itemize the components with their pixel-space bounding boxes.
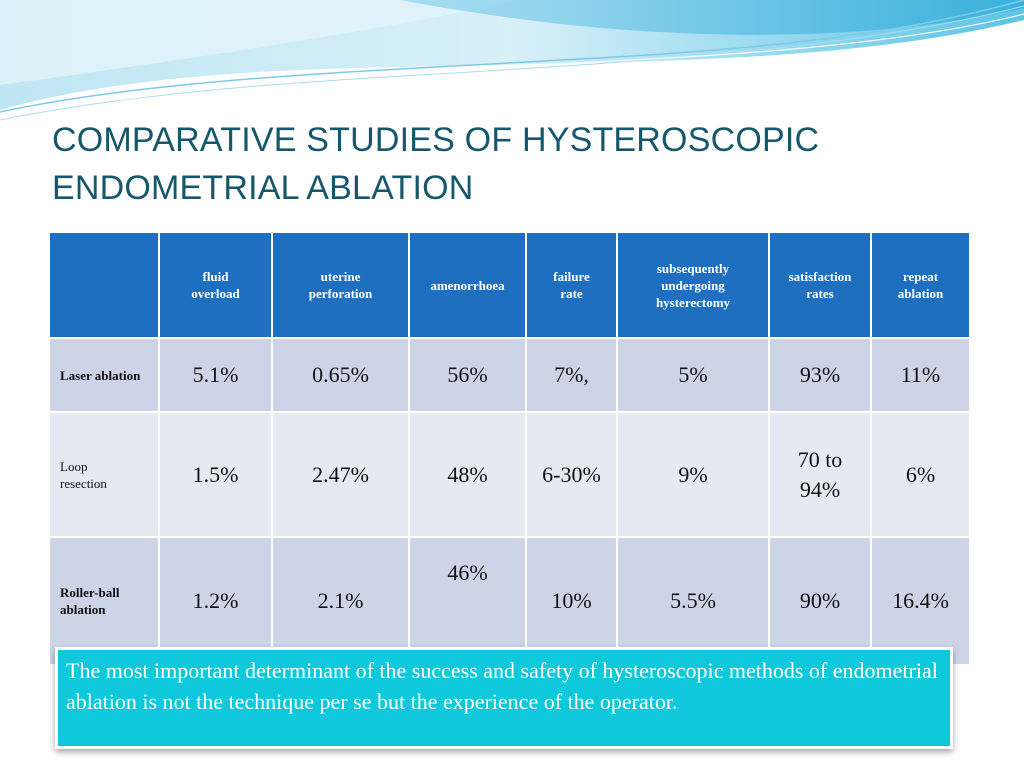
table-header-cell: amenorrhoea [408, 231, 527, 339]
table-cell: 5.5% [616, 536, 770, 666]
slide-title: COMPARATIVE STUDIES OF HYSTEROSCOPIC END… [52, 116, 952, 212]
table-cell: 6-30% [525, 411, 618, 538]
header-wave-decoration [0, 0, 1024, 121]
table-cell: 9% [616, 411, 770, 538]
table-row: Loop resection 1.5% 2.47% 48% 6-30% 9% 7… [48, 411, 971, 538]
table-cell: 93% [768, 337, 872, 413]
table-cell: 48% [408, 411, 527, 538]
table-cell: 10% [525, 536, 618, 666]
table-cell: 7%, [525, 337, 618, 413]
row-label: Laser ablation [48, 337, 160, 413]
table-header-cell: repeat ablation [870, 231, 971, 339]
table-cell: 56% [408, 337, 527, 413]
table-cell: 70 to 94% [768, 411, 872, 538]
conclusion-callout: The most important determinant of the su… [58, 650, 950, 746]
table-cell: 46% [408, 536, 527, 666]
table-header-row: fluid overload uterine perforation ameno… [48, 231, 971, 339]
table-cell: 6% [870, 411, 971, 538]
table-header-cell: failure rate [525, 231, 618, 339]
table-cell: 11% [870, 337, 971, 413]
table-cell: 0.65% [271, 337, 410, 413]
title-line-2: ENDOMETRIAL ABLATION [52, 169, 474, 207]
table-cell: 2.1% [271, 536, 410, 666]
table-cell: 2.47% [271, 411, 410, 538]
table-cell: 5% [616, 337, 770, 413]
table-row: Roller-ball ablation 1.2% 2.1% 46% 10% 5… [48, 536, 971, 666]
table-header-cell: subsequently undergoing hysterectomy [616, 231, 770, 339]
row-label: Loop resection [48, 411, 160, 538]
title-line-1: COMPARATIVE STUDIES OF HYSTEROSCOPIC [52, 121, 820, 159]
table-header-cell: uterine perforation [271, 231, 410, 339]
table-row: Laser ablation 5.1% 0.65% 56% 7%, 5% 93%… [48, 337, 971, 413]
table-cell: 16.4% [870, 536, 971, 666]
comparison-table: fluid overload uterine perforation ameno… [48, 231, 971, 666]
table-cell: 90% [768, 536, 872, 666]
row-label: Roller-ball ablation [48, 536, 160, 666]
table-cell: 5.1% [158, 337, 273, 413]
table-cell: 1.2% [158, 536, 273, 666]
table-cell: 1.5% [158, 411, 273, 538]
table-header-cell: satisfaction rates [768, 231, 872, 339]
table-header-cell: fluid overload [158, 231, 273, 339]
table-header-cell [48, 231, 160, 339]
